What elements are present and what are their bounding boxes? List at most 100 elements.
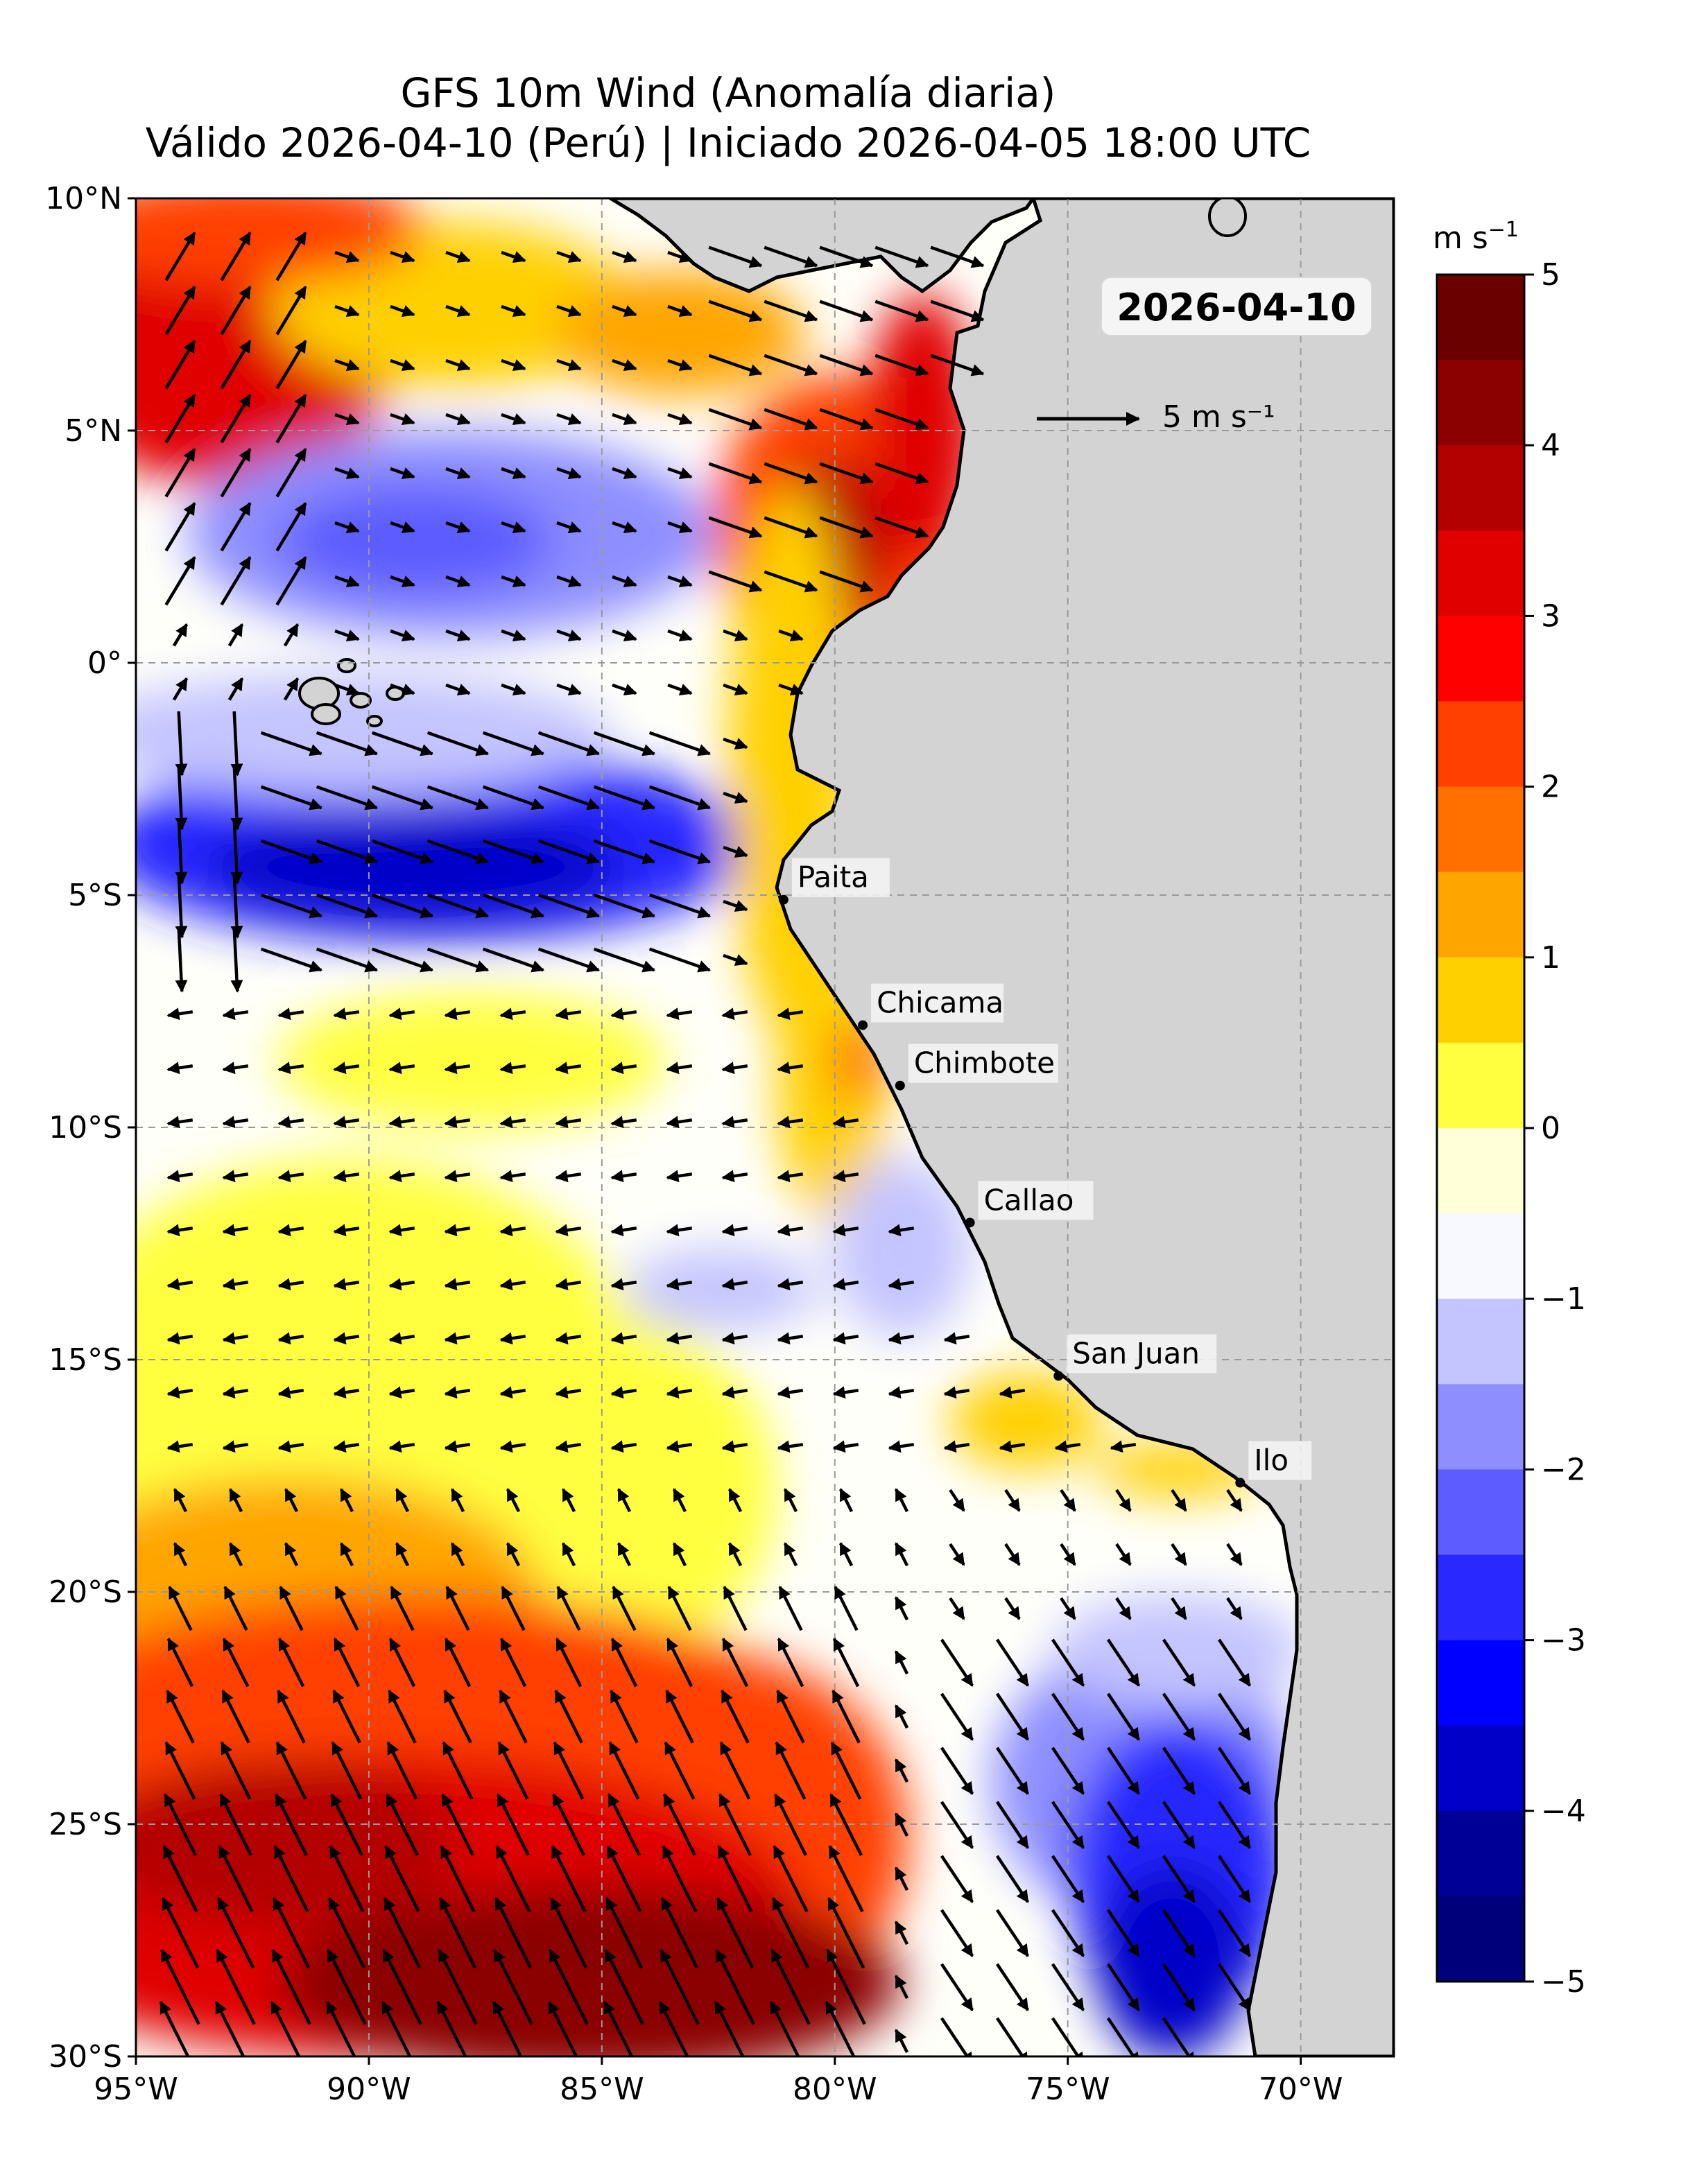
wind-arrow — [894, 1758, 909, 1783]
wind-arrow — [445, 304, 471, 318]
wind-arrow — [1162, 1692, 1196, 1741]
wind-arrow — [672, 1488, 687, 1513]
wind-arrow — [227, 677, 244, 701]
wind-arrow — [501, 304, 526, 318]
wind-arrow — [166, 1061, 193, 1075]
wind-arrow — [164, 448, 196, 498]
wind-arrow — [764, 462, 818, 485]
wind-arrow — [764, 354, 818, 376]
wind-arrow — [494, 1897, 533, 1969]
wind-arrow — [721, 1007, 748, 1021]
wind-arrow — [260, 731, 323, 756]
wind-arrow — [764, 300, 818, 322]
wind-arrow — [390, 683, 415, 696]
wind-arrow — [223, 1586, 248, 1631]
wind-arrow — [222, 1386, 249, 1399]
wind-arrow — [723, 629, 748, 642]
wind-arrow — [384, 1845, 420, 1913]
wind-arrow — [819, 245, 874, 268]
wind-arrow — [940, 2017, 974, 2056]
wind-arrow — [666, 1061, 693, 1075]
wind-arrow — [175, 819, 188, 885]
wind-arrow — [666, 1332, 693, 1345]
wind-arrow — [501, 358, 526, 372]
wind-arrow — [930, 354, 985, 376]
lon-tick-label: 75°W — [1026, 2072, 1110, 2107]
wind-arrow — [1162, 2017, 1196, 2056]
wind-arrow — [1217, 1801, 1252, 1849]
wind-arrow — [216, 1948, 256, 2025]
city-label-bg — [791, 858, 890, 897]
colorbar-tick-label: 2 — [1541, 770, 1560, 805]
lat-tick-label: 30°S — [49, 2039, 122, 2074]
wind-arrow — [727, 1488, 743, 1513]
wind-arrow — [445, 413, 471, 426]
wind-arrow — [770, 1948, 811, 2025]
wind-arrow — [1162, 1747, 1196, 1795]
wind-arrow — [270, 2000, 301, 2056]
wind-arrow — [949, 1543, 965, 1566]
colorbar-segment — [1437, 701, 1524, 788]
wind-arrow — [603, 2000, 634, 2056]
wind-arrow — [666, 1007, 693, 1021]
wind-arrow — [1051, 1963, 1085, 2011]
wind-arrow — [442, 1741, 474, 1800]
colorbar-unit: m s−1 — [1433, 218, 1519, 257]
wind-arrow — [506, 1488, 521, 1513]
wind-arrow — [1051, 1747, 1085, 1795]
wind-arrow — [552, 1793, 585, 1856]
wind-arrow — [220, 340, 252, 390]
wind-arrow — [388, 1332, 415, 1345]
wind-arrow — [230, 765, 243, 831]
city-label-bg — [908, 1043, 1058, 1083]
colorbar-tick-label: −4 — [1541, 1794, 1586, 1829]
wind-arrow — [894, 1921, 909, 1945]
wind-arrow — [832, 1689, 861, 1744]
wind-arrow — [161, 1897, 200, 1969]
wind-arrow — [495, 1845, 531, 1913]
wind-arrow — [610, 1440, 637, 1453]
wind-arrow — [371, 731, 434, 756]
lon-tick-label: 80°W — [793, 2072, 877, 2107]
wind-arrow — [388, 1007, 415, 1021]
wind-arrow — [284, 1488, 299, 1513]
wind-arrow — [888, 1332, 915, 1345]
wind-arrow — [667, 629, 693, 642]
wind-arrow — [555, 1170, 582, 1183]
wind-arrow — [1060, 1543, 1076, 1566]
wind-arrow — [555, 1116, 582, 1129]
wind-arrow — [501, 629, 526, 642]
wind-arrow — [277, 1116, 304, 1129]
wind-arrow — [482, 839, 545, 865]
wind-arrow — [220, 394, 252, 444]
wind-arrow — [716, 1897, 755, 1969]
wind-arrow — [386, 1793, 419, 1856]
lat-tick-label: 0° — [87, 645, 122, 681]
wind-arrow — [175, 927, 188, 993]
wind-arrow — [390, 413, 415, 426]
wind-arrow — [995, 2017, 1029, 2056]
wind-arrow — [260, 893, 323, 919]
wind-arrow — [390, 467, 415, 480]
wind-arrow — [277, 1224, 304, 1237]
wind-arrow — [277, 1386, 304, 1399]
wind-arrow — [610, 1224, 637, 1237]
wind-arrow — [164, 394, 196, 444]
wind-arrow — [1106, 1692, 1141, 1741]
wind-arrow — [764, 408, 818, 431]
wind-arrow — [445, 683, 471, 696]
wind-arrow — [1171, 1597, 1187, 1620]
wind-arrow — [610, 1386, 637, 1399]
wind-arrow — [778, 1586, 803, 1631]
wind-arrow — [612, 413, 637, 426]
wind-arrow — [390, 1586, 415, 1631]
wind-arrow — [445, 1586, 470, 1631]
wind-arrow — [940, 1855, 974, 1903]
wind-arrow — [331, 1741, 363, 1800]
wind-arrow — [610, 1637, 638, 1688]
wind-arrow — [334, 1586, 359, 1631]
wind-arrow — [940, 1963, 974, 2011]
wind-arrow — [764, 245, 818, 268]
wind-arrow — [667, 1586, 692, 1631]
wind-arrow — [316, 731, 379, 756]
